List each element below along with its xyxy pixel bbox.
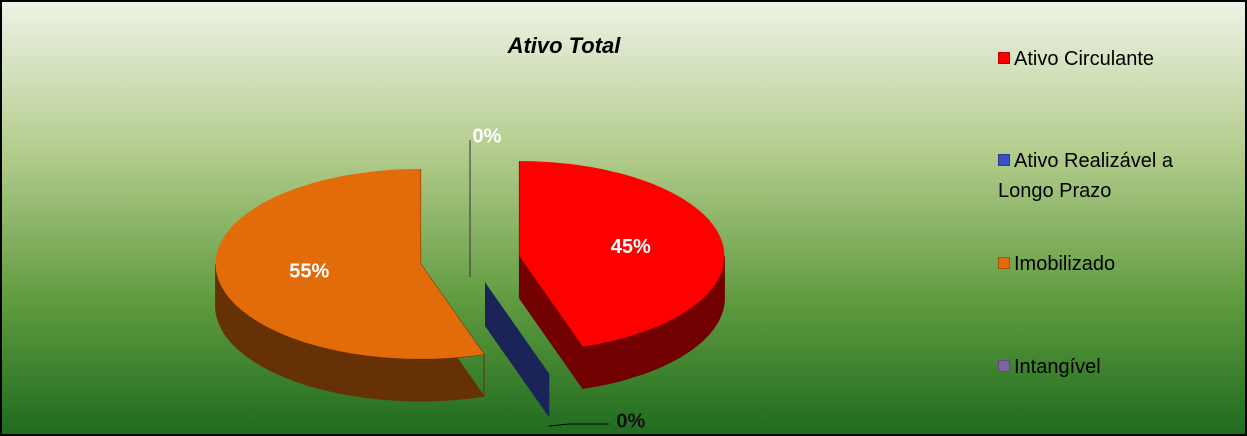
pie: 45% 0% 55% 0% [215, 125, 725, 432]
legend-label: Intangível [1014, 356, 1101, 378]
legend-item: Imobilizado [998, 249, 1233, 279]
chart-title: Ativo Total [507, 33, 622, 58]
leader-line [548, 423, 609, 427]
slice [519, 161, 725, 347]
legend-swatch [998, 360, 1010, 372]
legend-item: Ativo Circulante [998, 44, 1233, 74]
legend-label: Ativo Circulante [1014, 48, 1155, 70]
data-label: 45% [611, 236, 651, 258]
legend-label: Imobilizado [1014, 253, 1116, 275]
data-label: 0% [616, 410, 645, 432]
slice [215, 168, 484, 359]
legend-label: Ativo Realizável a Longo Prazo [998, 150, 1173, 202]
legend-swatch [998, 257, 1010, 269]
legend-swatch [998, 154, 1010, 166]
slice-side [485, 282, 550, 418]
legend-item: Intangível [998, 352, 1233, 382]
data-label: 55% [289, 260, 329, 282]
legend: Ativo Circulante Ativo Realizável a Longo… [998, 0, 1238, 436]
legend-swatch [998, 52, 1010, 64]
data-label: 0% [473, 125, 502, 147]
legend-item: Ativo Realizável a Longo Prazo [998, 146, 1233, 206]
